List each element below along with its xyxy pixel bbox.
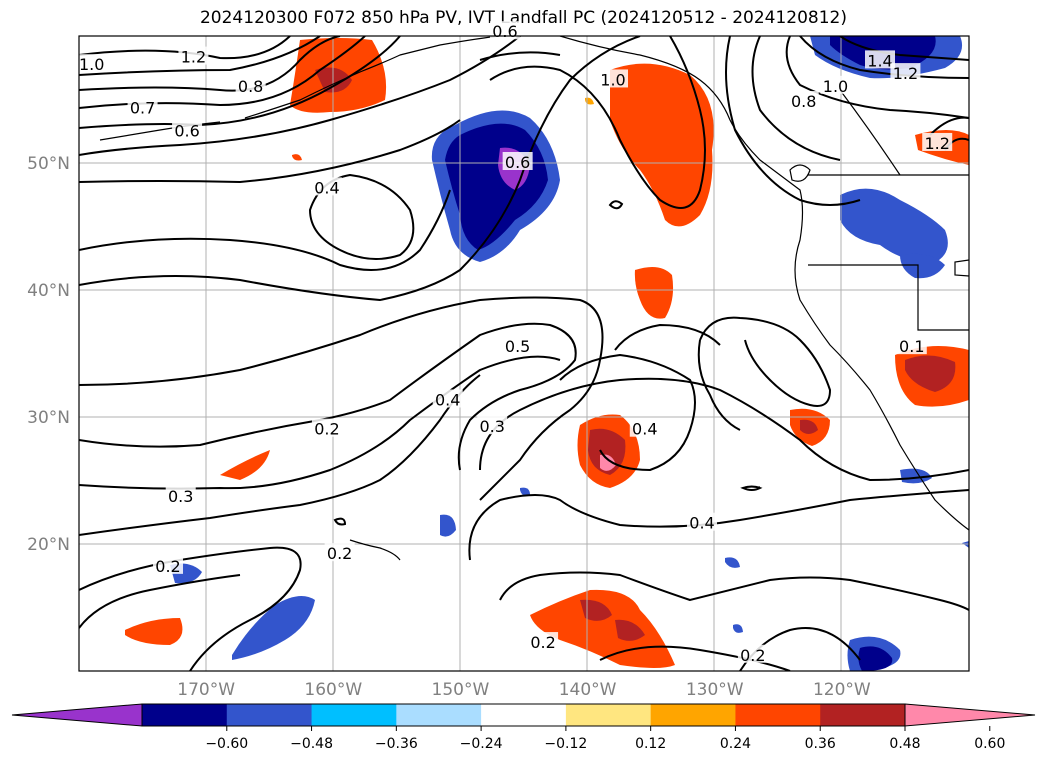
contour-label-bg	[890, 63, 921, 82]
contour-label: 1.4	[867, 51, 892, 70]
contour-label-bg	[528, 632, 559, 651]
colorbar-tick-label: −0.24	[460, 736, 503, 752]
contour-label-bg	[127, 97, 158, 116]
contour-label-bg	[311, 177, 342, 196]
colorbar-tick-label: −0.48	[290, 736, 333, 752]
contour-label-bg	[235, 75, 266, 94]
contour-label-bg	[311, 418, 342, 437]
contour-label: 0.8	[791, 92, 816, 111]
colorbar: −0.60 −0.48 −0.36 −0.24 −0.12 0.12 0.24 0.36 0.4…	[11, 703, 1036, 752]
colorbar-tick-label: 0.36	[805, 736, 836, 752]
colorbar-tick-label: 0.24	[720, 736, 751, 752]
latitude-labels: 50°N 40°N 30°N 20°N	[27, 154, 70, 555]
map-title: 2024120300 F072 850 hPa PV, IVT Landfall…	[199, 8, 847, 28]
colorbar-segment	[565, 704, 652, 726]
lon-label: 160°W	[304, 680, 362, 700]
contour-label-bg	[820, 75, 851, 94]
contour-label-bg	[865, 50, 895, 69]
contour-label-bg	[153, 555, 183, 574]
contour-label: 0.1	[899, 337, 924, 356]
contour-lines	[79, 36, 969, 671]
colorbar-extend-high	[904, 703, 1036, 727]
lon-label: 150°W	[432, 680, 490, 700]
contour-label: 0.5	[505, 337, 530, 356]
lat-label: 20°N	[27, 535, 70, 555]
contour-label-bg	[502, 336, 533, 355]
contour-label-bg	[502, 152, 533, 170]
contour-label: 0.2	[314, 420, 339, 439]
contour-label-bg	[324, 543, 355, 562]
contour-label: 0.4	[632, 420, 657, 439]
contour-label-bg	[489, 21, 520, 40]
contour-label: 0.2	[740, 646, 765, 665]
colorbar-segment	[820, 704, 906, 726]
contour-label-bg	[76, 54, 107, 73]
lat-label: 30°N	[27, 408, 70, 428]
colorbar-frame	[141, 703, 906, 727]
contour-label-bg	[629, 418, 660, 437]
contour-label: 0.2	[530, 633, 555, 652]
contour-label: 1.2	[893, 64, 918, 83]
contour-label: 0.3	[479, 417, 504, 436]
colorbar-segment	[226, 704, 313, 726]
contour-label-bg	[598, 69, 628, 88]
contour-label-bg	[172, 120, 203, 139]
colorbar-segment	[650, 704, 736, 726]
map-frame	[78, 35, 970, 672]
longitude-labels: 170°W 160°W 150°W 140°W 130°W 120°W	[177, 680, 871, 700]
colorbar-segment	[142, 704, 228, 726]
contour-label: 1.0	[79, 55, 104, 74]
colorbar-segment	[735, 704, 821, 726]
contour-label-bg	[477, 416, 508, 435]
contour-label-bg	[788, 91, 819, 110]
colorbar-tick-label: −0.36	[375, 736, 418, 752]
contour-label: 1.2	[924, 134, 949, 153]
lon-label: 120°W	[813, 680, 871, 700]
lon-label: 170°W	[177, 680, 235, 700]
contour-label-bg	[165, 486, 196, 505]
colorbar-tick-label: 0.48	[889, 736, 920, 752]
contour-label-bg	[687, 512, 717, 531]
contour-label: 0.6	[174, 121, 199, 140]
colorbar-segment	[311, 704, 397, 726]
contour-label: 0.7	[130, 98, 155, 117]
contour-label: 0.4	[435, 390, 460, 409]
colorbar-tick-label: 0.12	[635, 736, 666, 752]
lat-label: 50°N	[27, 154, 70, 174]
contour-labels: 1.0 1.20.80.70.60.60.40.61.01.41.21.00.81…	[76, 21, 953, 665]
contour-label-bg	[432, 389, 463, 408]
contour-label: 1.0	[823, 77, 848, 96]
colorbar-segment	[481, 704, 567, 726]
contour-label-bg	[178, 46, 209, 65]
pv-anomaly-fills	[125, 36, 969, 671]
contour-label: 0.6	[505, 153, 530, 172]
contour-label: 0.4	[314, 178, 339, 197]
contour-label-bg	[737, 644, 768, 663]
colorbar-tick-label: 0.60	[974, 736, 1005, 752]
contour-label: 0.2	[155, 557, 180, 576]
colorbar-extend-low	[11, 703, 143, 727]
contour-label: 0.4	[689, 514, 714, 533]
colorbar-tick-label: −0.12	[544, 736, 587, 752]
lat-label: 40°N	[27, 281, 70, 301]
lon-label: 140°W	[559, 680, 617, 700]
contour-label: 0.3	[168, 487, 193, 506]
gridlines	[79, 36, 969, 671]
contour-label: 0.6	[492, 22, 517, 41]
colorbar-tick-label: −0.60	[205, 736, 248, 752]
contour-label: 1.2	[181, 48, 206, 67]
colorbar-segment	[396, 704, 482, 726]
contour-label-bg	[896, 336, 927, 355]
contour-label: 1.0	[600, 70, 625, 89]
contour-label-bg	[922, 132, 953, 151]
contour-label: 0.2	[327, 544, 352, 563]
lon-label: 130°W	[686, 680, 744, 700]
contour-label: 0.8	[238, 77, 263, 96]
